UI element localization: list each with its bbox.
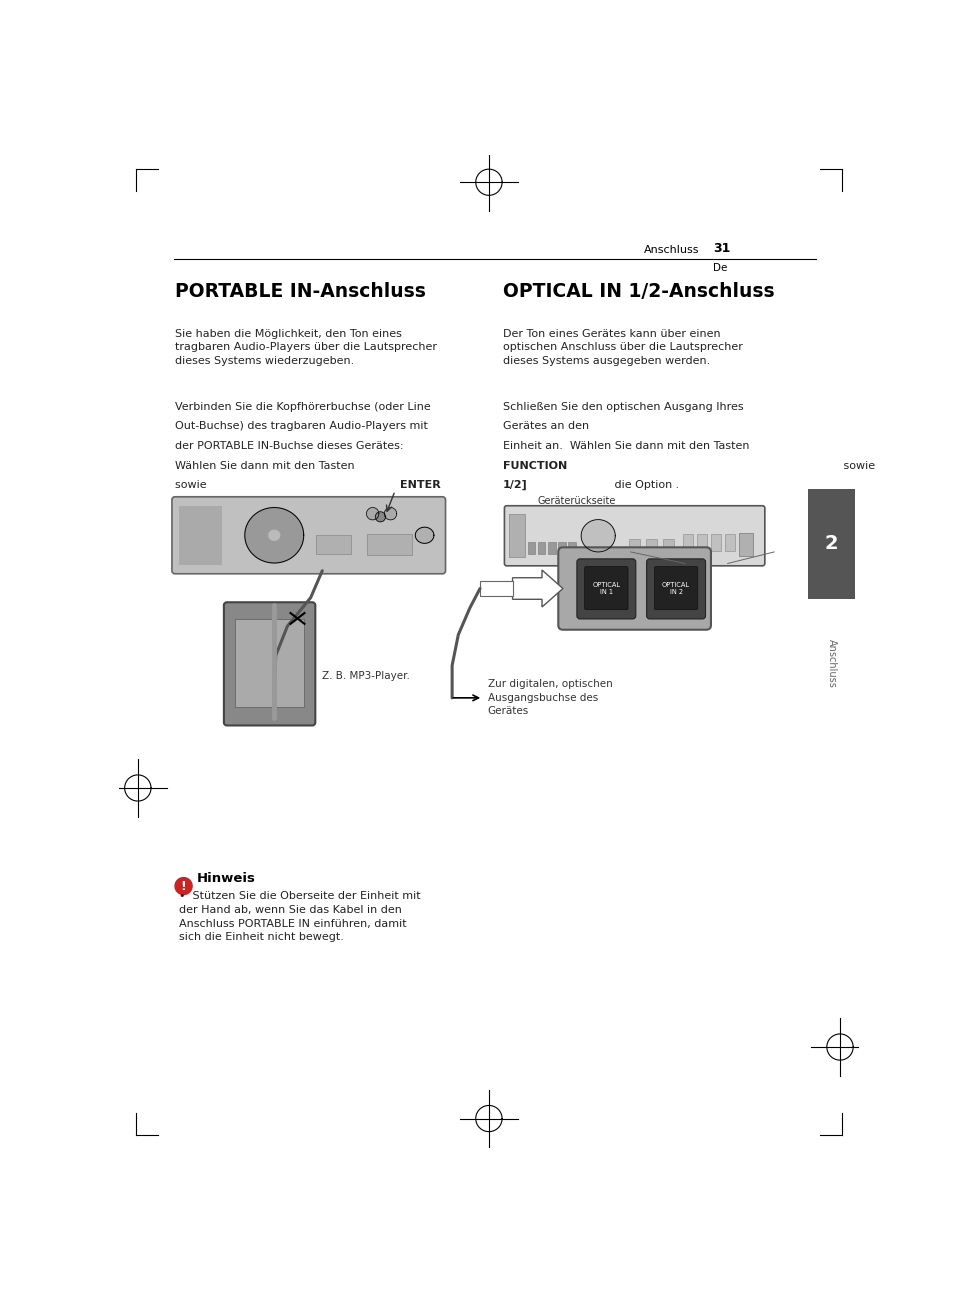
Bar	[547, 542, 555, 554]
Bar	[629, 538, 639, 551]
Text: die Option: die Option	[610, 480, 675, 490]
Bar	[509, 514, 524, 558]
Text: PORTABLE IN-Anschluss: PORTABLE IN-Anschluss	[174, 282, 425, 302]
Text: Z. B. MP3-Player.: Z. B. MP3-Player.	[321, 670, 409, 681]
Bar	[479, 581, 512, 597]
FancyBboxPatch shape	[504, 506, 764, 565]
Text: Anschluss: Anschluss	[643, 246, 699, 255]
Bar	[711, 534, 720, 551]
Bar	[682, 534, 692, 551]
Text: 31: 31	[712, 242, 729, 255]
Text: FUNCTION: FUNCTION	[502, 461, 566, 471]
Bar	[662, 538, 674, 551]
Bar	[315, 534, 351, 554]
Text: Sie haben die Möglichkeit, den Ton eines
tragbaren Audio-Players über die Lautsp: Sie haben die Möglichkeit, den Ton eines…	[174, 329, 436, 366]
Text: Der Ton eines Gerätes kann über einen
optischen Anschluss über die Lautsprecher
: Der Ton eines Gerätes kann über einen op…	[502, 329, 742, 366]
Polygon shape	[580, 520, 615, 553]
FancyBboxPatch shape	[265, 688, 283, 705]
FancyBboxPatch shape	[558, 547, 710, 630]
Text: Schließen Sie den optischen Ausgang Ihres: Schließen Sie den optischen Ausgang Ihre…	[502, 401, 742, 411]
FancyBboxPatch shape	[584, 567, 627, 609]
Text: Verbinden Sie die Kopfhörerbuchse (oder Line: Verbinden Sie die Kopfhörerbuchse (oder …	[174, 401, 431, 411]
Text: Anschluss: Anschluss	[825, 639, 836, 688]
Text: OPTICAL IN 1/2-Anschluss: OPTICAL IN 1/2-Anschluss	[502, 282, 774, 302]
Text: Einheit an.  Wählen Sie dann mit den Tasten: Einheit an. Wählen Sie dann mit den Tast…	[502, 441, 749, 450]
Text: ENTER: ENTER	[399, 480, 440, 490]
Text: De: De	[712, 263, 726, 273]
Text: .: .	[671, 480, 679, 490]
Bar	[234, 620, 304, 707]
Text: Wählen Sie dann mit den Tasten: Wählen Sie dann mit den Tasten	[174, 461, 357, 471]
Text: sowie: sowie	[174, 480, 210, 490]
FancyBboxPatch shape	[654, 567, 697, 609]
Polygon shape	[174, 877, 192, 894]
Text: Zur digitalen, optischen
Ausgangsbuchse des
Gerätes: Zur digitalen, optischen Ausgangsbuchse …	[487, 679, 612, 717]
Text: OPTICAL
IN 1: OPTICAL IN 1	[592, 582, 619, 595]
Polygon shape	[384, 507, 396, 520]
Text: !: !	[180, 880, 186, 893]
Text: •  Stützen Sie die Oberseite der Einheit mit
der Hand ab, wenn Sie das Kabel in : • Stützen Sie die Oberseite der Einheit …	[179, 892, 420, 942]
Bar	[537, 542, 545, 554]
Polygon shape	[366, 507, 378, 520]
Bar	[697, 534, 706, 551]
Bar	[367, 533, 412, 555]
FancyBboxPatch shape	[172, 497, 445, 573]
Bar	[739, 533, 753, 556]
FancyBboxPatch shape	[224, 602, 315, 726]
Polygon shape	[512, 571, 562, 607]
Text: OPTICAL
IN 2: OPTICAL IN 2	[661, 582, 689, 595]
Bar	[807, 489, 854, 599]
Text: sowie: sowie	[840, 461, 878, 471]
Text: Geräterückseite: Geräterückseite	[537, 496, 616, 506]
Polygon shape	[375, 512, 385, 521]
Bar	[179, 506, 221, 564]
Text: Gerätes an den: Gerätes an den	[502, 422, 592, 431]
Bar	[645, 538, 657, 551]
Polygon shape	[245, 507, 303, 563]
FancyBboxPatch shape	[646, 559, 705, 619]
Bar	[567, 542, 575, 554]
Polygon shape	[415, 527, 434, 543]
Bar	[527, 542, 535, 554]
Text: 1/2]: 1/2]	[502, 480, 527, 490]
Text: 2: 2	[823, 534, 838, 554]
Polygon shape	[269, 531, 279, 541]
Text: Out-Buchse) des tragbaren Audio-Players mit: Out-Buchse) des tragbaren Audio-Players …	[174, 422, 428, 431]
Bar	[724, 534, 734, 551]
Text: Hinweis: Hinweis	[196, 872, 255, 885]
Text: der PORTABLE IN-Buchse dieses Gerätes:: der PORTABLE IN-Buchse dieses Gerätes:	[174, 441, 403, 450]
Bar	[558, 542, 565, 554]
FancyBboxPatch shape	[577, 559, 635, 619]
